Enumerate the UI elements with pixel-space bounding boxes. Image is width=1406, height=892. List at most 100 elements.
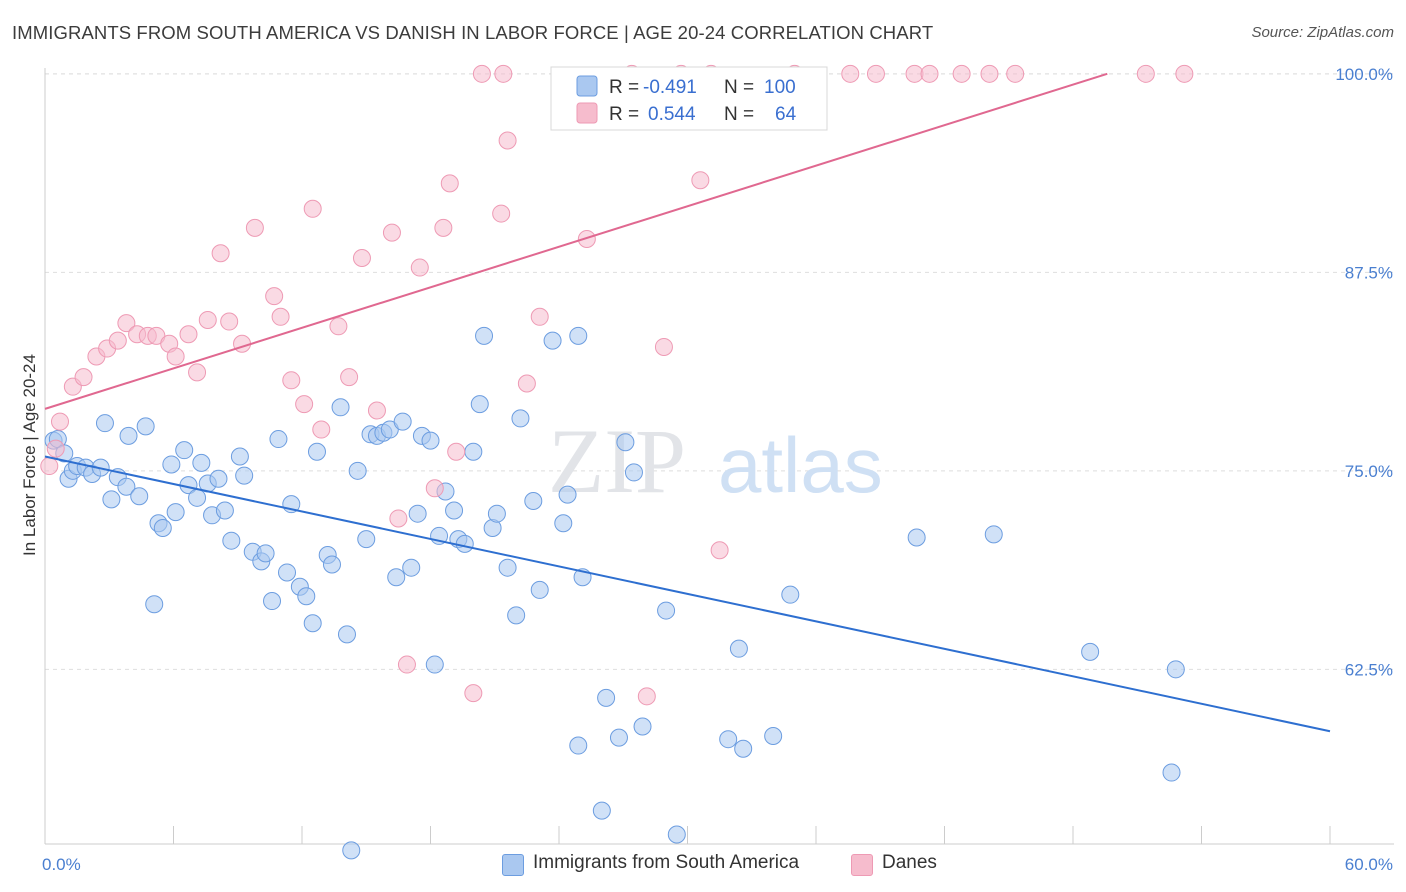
bottom-legend: Immigrants from South America Danes	[0, 850, 1406, 880]
y-tick-label: 87.5%	[1345, 263, 1393, 282]
data-point-immigrants	[188, 488, 207, 507]
data-point-immigrants	[470, 395, 489, 414]
data-point-danes	[841, 64, 860, 83]
data-point-danes	[166, 347, 185, 366]
y-tick-label: 75.0%	[1345, 462, 1393, 481]
data-point-danes	[1136, 64, 1155, 83]
data-point-danes	[303, 199, 322, 218]
data-point-danes	[211, 244, 230, 263]
data-point-immigrants	[269, 430, 288, 449]
legend-r-label: R =	[609, 77, 639, 98]
data-point-immigrants	[657, 601, 676, 620]
series-danes-points	[40, 64, 1194, 706]
data-point-danes	[295, 395, 314, 414]
data-point-danes	[464, 684, 483, 703]
data-point-danes	[265, 287, 284, 306]
data-point-immigrants	[764, 727, 783, 746]
y-axis-title: In Labor Force | Age 20-24	[20, 354, 39, 556]
data-point-immigrants	[95, 414, 114, 433]
chart-title: IMMIGRANTS FROM SOUTH AMERICA VS DANISH …	[12, 22, 934, 43]
trend-line-danes	[44, 72, 1108, 410]
data-point-immigrants	[554, 514, 573, 533]
data-point-danes	[410, 258, 429, 277]
data-point-immigrants	[175, 441, 194, 460]
data-point-danes	[312, 420, 331, 439]
data-point-immigrants	[337, 625, 356, 644]
data-point-danes	[188, 363, 207, 382]
data-point-danes	[271, 307, 290, 326]
bottom-legend-swatch-blue	[502, 854, 524, 876]
series-immigrants-points	[44, 326, 1185, 860]
data-point-immigrants	[119, 426, 138, 445]
data-point-immigrants	[130, 487, 149, 506]
data-point-immigrants	[408, 504, 427, 523]
data-point-immigrants	[511, 409, 530, 428]
data-point-danes	[40, 457, 59, 476]
bottom-legend-label-danes: Danes	[882, 852, 937, 873]
watermark-atlas: atlas	[718, 421, 883, 509]
data-point-immigrants	[569, 736, 588, 755]
data-point-danes	[472, 64, 491, 83]
data-point-danes	[46, 439, 65, 458]
data-point-danes	[494, 64, 513, 83]
data-point-danes	[530, 307, 549, 326]
data-point-immigrants	[303, 614, 322, 633]
data-point-immigrants	[102, 490, 121, 509]
data-point-immigrants	[425, 655, 444, 674]
data-point-danes	[389, 509, 408, 528]
data-point-danes	[905, 64, 924, 83]
data-point-immigrants	[387, 568, 406, 587]
legend-r-value: 0.544	[648, 104, 696, 125]
data-point-immigrants	[402, 558, 421, 577]
data-point-immigrants	[307, 442, 326, 461]
data-point-immigrants	[633, 717, 652, 736]
data-point-immigrants	[117, 477, 136, 496]
data-point-immigrants	[507, 606, 526, 625]
data-point-immigrants	[475, 326, 494, 345]
data-point-danes	[367, 401, 386, 420]
data-point-immigrants	[464, 442, 483, 461]
bottom-legend-label-immigrants: Immigrants from South America	[533, 852, 800, 873]
data-point-danes	[425, 479, 444, 498]
data-point-immigrants	[145, 595, 164, 614]
trend-line-immigrants	[44, 455, 1331, 733]
gridlines	[45, 73, 1394, 670]
data-point-danes	[447, 442, 466, 461]
data-point-danes	[920, 64, 939, 83]
data-point-immigrants	[984, 525, 1003, 544]
chart-source: Source: ZipAtlas.com	[1251, 24, 1394, 41]
data-point-immigrants	[209, 469, 228, 488]
data-point-danes	[329, 317, 348, 336]
data-point-immigrants	[166, 503, 185, 522]
data-point-immigrants	[263, 592, 282, 611]
data-point-immigrants	[1166, 660, 1185, 679]
data-point-danes	[352, 249, 371, 268]
data-point-immigrants	[1162, 763, 1181, 782]
data-point-danes	[50, 412, 69, 431]
data-point-immigrants	[192, 453, 211, 472]
data-point-immigrants	[215, 501, 234, 520]
data-point-immigrants	[558, 485, 577, 504]
data-point-danes	[492, 204, 511, 223]
data-point-immigrants	[380, 420, 399, 439]
y-tick-labels: 62.5% 75.0% 87.5% 100.0%	[1335, 65, 1393, 680]
bottom-legend-swatch-pink	[851, 854, 873, 876]
data-point-immigrants	[348, 461, 367, 480]
data-point-danes	[637, 687, 656, 706]
y-tick-label: 62.5%	[1345, 660, 1393, 679]
y-tick-label: 100.0%	[1335, 65, 1393, 84]
data-point-immigrants	[235, 466, 254, 485]
data-point-immigrants	[498, 558, 517, 577]
data-point-immigrants	[1081, 642, 1100, 661]
data-point-danes	[654, 337, 673, 356]
data-point-immigrants	[153, 518, 172, 537]
legend-swatch-blue	[576, 75, 598, 97]
data-point-danes	[866, 64, 885, 83]
data-point-immigrants	[597, 688, 616, 707]
trend-lines	[44, 72, 1331, 733]
data-point-danes	[117, 314, 136, 333]
data-point-immigrants	[331, 398, 350, 417]
data-point-danes	[147, 326, 166, 345]
data-point-immigrants	[569, 326, 588, 345]
data-point-immigrants	[136, 417, 155, 436]
